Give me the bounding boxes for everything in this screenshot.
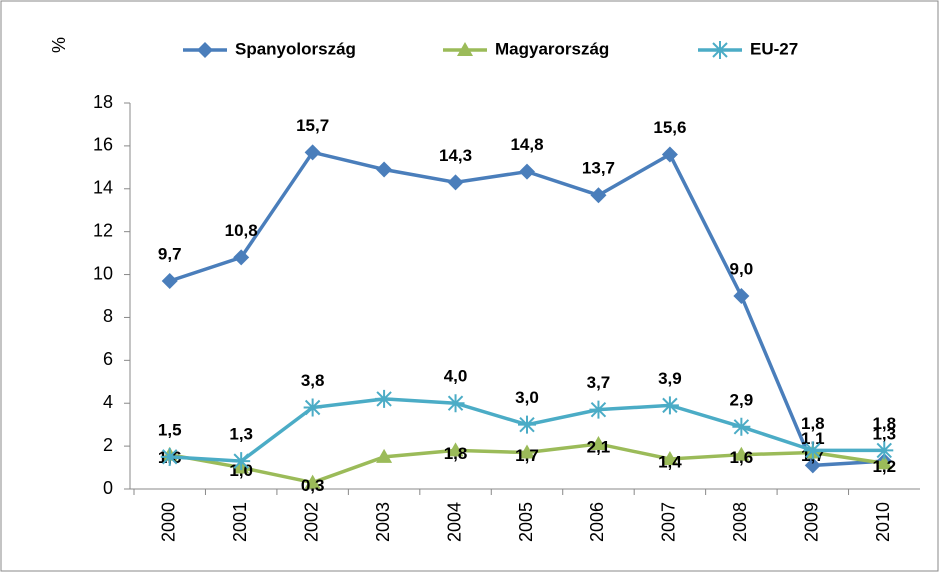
data-point [232,452,251,471]
y-tick-label: 4 [103,392,113,412]
data-point [376,448,393,463]
data-label: 1,2 [872,457,896,476]
x-tick-label: 2006 [587,502,607,542]
data-label: 1,8 [872,414,896,433]
data-point [733,288,750,304]
data-point [875,441,894,460]
data-point [233,249,250,266]
y-axis-label: % [49,37,69,53]
data-point [733,446,750,461]
x-tick-label: 2008 [730,502,750,542]
data-point [447,442,464,457]
data-label: 3,7 [587,373,611,392]
y-tick-label: 2 [103,435,113,455]
x-tick-label: 2010 [873,502,893,542]
data-point [304,144,321,161]
data-label: 3,0 [515,388,539,407]
data-label: 1,3 [229,425,253,444]
data-label: 1,3 [872,425,896,444]
data-label: 15,6 [653,118,686,137]
data-label: 1,7 [515,446,539,465]
data-label: 9,0 [730,259,754,278]
data-point [803,441,822,460]
data-point [446,394,465,413]
data-point [876,455,893,470]
data-point [661,450,678,465]
legend-marker [711,41,729,59]
y-tick-label: 18 [93,92,113,112]
data-point [519,163,535,180]
data-label: 2,1 [587,437,611,456]
data-point [660,396,679,415]
data-point [375,389,394,408]
y-tick-label: 8 [103,306,113,326]
data-label: 1,4 [658,452,682,471]
y-tick-label: 10 [93,263,113,283]
data-point [160,447,179,466]
x-tick-label: 2005 [516,502,536,542]
data-label: 1,6 [730,448,754,467]
data-label: 0,3 [301,476,325,495]
data-label: 14,8 [510,135,543,154]
data-label: 15,7 [296,116,329,135]
data-point [519,444,535,459]
y-tick-label: 12 [93,220,113,240]
legend-label: Magyarország [495,39,609,58]
legend-marker [197,42,213,58]
y-tick-label: 0 [103,478,113,498]
data-point [376,161,393,178]
y-tick-label: 6 [103,349,113,369]
data-point [161,272,178,289]
legend-label: Spanyolország [235,39,356,58]
data-label: 4,0 [444,367,468,386]
data-label: 1,8 [444,444,468,463]
data-label: 9,7 [158,244,182,263]
data-point [804,457,821,474]
x-tick-label: 2000 [158,502,178,542]
x-tick-label: 2003 [373,502,393,542]
data-label: 14,3 [439,146,472,165]
data-point [732,417,751,436]
data-point [590,187,607,204]
data-label: 3,8 [301,371,325,390]
y-tick-label: 16 [93,135,113,155]
x-tick-label: 2002 [301,502,321,542]
data-point [304,474,321,489]
x-tick-label: 2007 [659,502,679,542]
data-label: 13,7 [582,159,615,178]
data-label: 2,9 [730,390,754,409]
x-tick-label: 2009 [802,502,822,542]
y-tick-label: 14 [93,178,113,198]
data-label: 1,8 [801,414,825,433]
data-point [661,146,678,163]
data-point [518,415,536,434]
x-tick-label: 2004 [444,502,464,542]
data-label: 1,5 [158,420,182,439]
data-label: 3,9 [658,369,682,388]
data-point [303,398,322,417]
x-tick-label: 2001 [230,502,250,542]
data-label: 10,8 [225,221,258,240]
data-point [590,435,607,450]
legend-label: EU-27 [750,39,798,58]
data-point [589,400,608,419]
legend-marker [457,42,473,56]
data-point [447,174,464,191]
